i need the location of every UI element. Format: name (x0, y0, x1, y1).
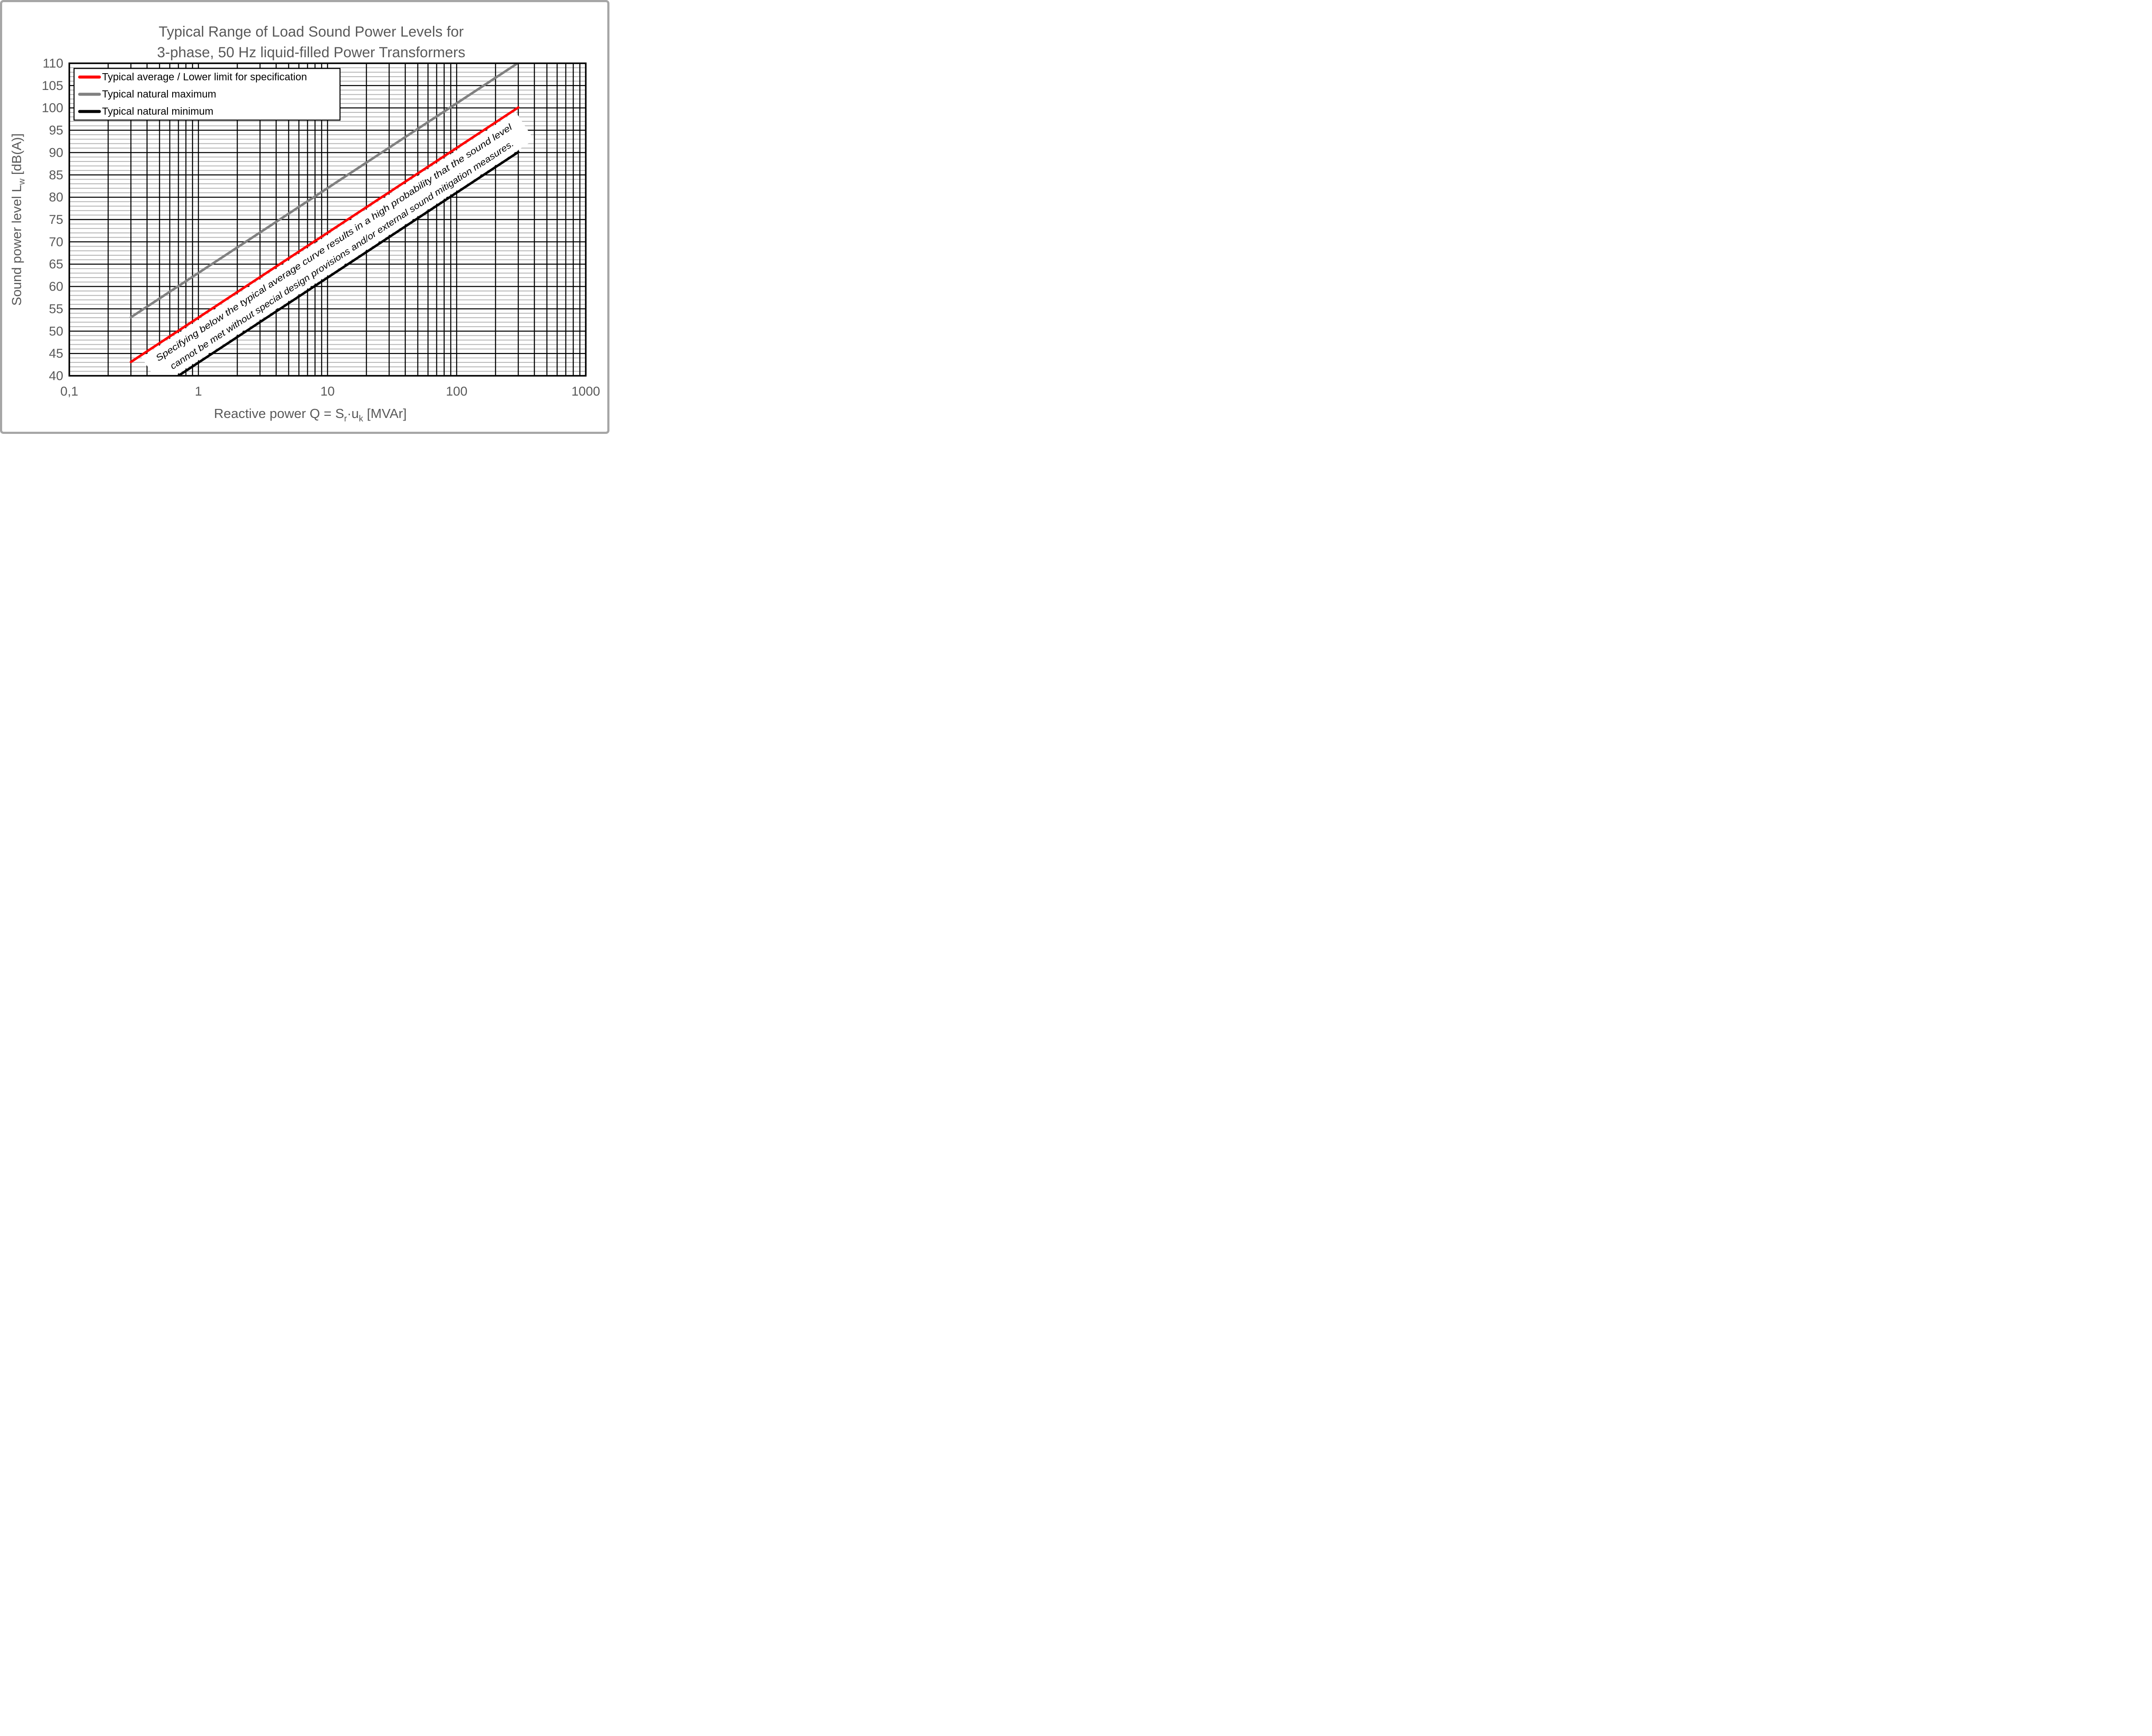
chart-frame: Typical Range of Load Sound Power Levels… (0, 0, 609, 434)
chart-canvas: Typical Range of Load Sound Power Levels… (9, 24, 600, 424)
x-tick-label: 100 (446, 384, 467, 399)
chart-title-line1: Typical Range of Load Sound Power Levels… (159, 24, 464, 40)
y-tick-label: 40 (49, 369, 63, 383)
y-tick-label: 100 (42, 101, 63, 115)
y-tick-label: 85 (49, 168, 63, 182)
y-tick-label: 90 (49, 145, 63, 160)
legend-label-1: Typical natural maximum (102, 89, 216, 100)
legend-box (73, 68, 341, 121)
plot-border (68, 62, 587, 377)
series-line-2 (177, 151, 519, 376)
y-tick-label: 50 (49, 324, 63, 338)
legend-label-2: Typical natural minimum (102, 106, 213, 118)
y-tick-label: 75 (49, 213, 63, 227)
x-tick-label: 10 (320, 384, 334, 399)
y-tick-label: 65 (49, 257, 63, 272)
y-axis-title: Sound power level Lw [dB(A)] (9, 133, 27, 306)
x-tick-label: 1 (195, 384, 202, 399)
y-tick-label: 45 (49, 347, 63, 361)
y-tick-label: 70 (49, 235, 63, 249)
y-tick-label: 95 (49, 124, 63, 138)
y-tick-label: 60 (49, 280, 63, 294)
series-layer (130, 63, 519, 376)
y-tick-label: 55 (49, 302, 63, 316)
chart-title-line2: 3-phase, 50 Hz liquid-filled Power Trans… (157, 44, 465, 61)
legend: Typical average / Lower limit for specif… (73, 68, 341, 121)
y-tick-label: 110 (43, 56, 63, 71)
x-tick-label: 1000 (572, 384, 600, 399)
y-tick-label: 105 (42, 79, 63, 93)
series-line-1 (130, 63, 519, 319)
series-line-0 (130, 106, 519, 363)
y-tick-label: 80 (49, 190, 63, 204)
legend-label-0: Typical average / Lower limit for specif… (102, 71, 307, 83)
annotation-line1: Specifying below the typical average cur… (154, 122, 514, 363)
annotation-background (141, 111, 534, 386)
x-tick-label: 0,1 (60, 384, 78, 399)
x-axis-title: Reactive power Q = Sr·uk [MVAr] (214, 406, 407, 424)
